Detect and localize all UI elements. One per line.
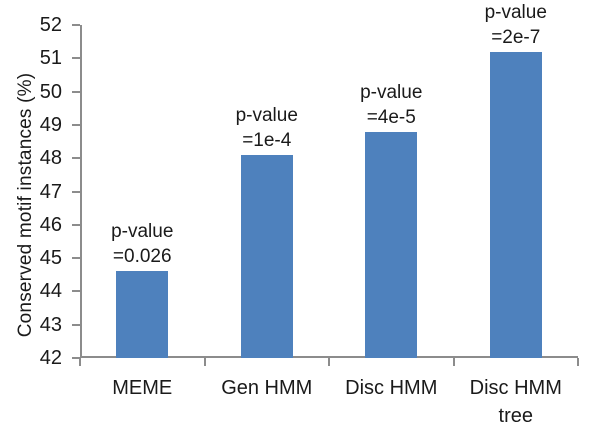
y-tick-mark <box>72 290 80 293</box>
y-tick-mark <box>72 24 80 26</box>
p-value-line2: =4e-5 <box>366 106 416 128</box>
p-value-line1: p-value <box>235 104 298 126</box>
y-tick-mark <box>72 157 80 160</box>
y-tick-label: 51 <box>39 47 62 70</box>
y-tick-label: 45 <box>39 247 62 270</box>
bar-disc-hmm-tree <box>489 51 542 358</box>
bar-gen-hmm <box>240 154 293 358</box>
y-tick-label: 43 <box>39 313 62 336</box>
p-value-line1: p-value <box>360 81 423 103</box>
p-value-annotation: p-value =4e-5 <box>311 80 471 130</box>
x-tick-mark <box>79 358 81 366</box>
p-value-annotation: p-value =2e-7 <box>436 0 596 50</box>
y-tick-mark <box>72 223 80 226</box>
y-tick-label: 42 <box>39 347 62 369</box>
y-tick-label: 50 <box>39 80 62 103</box>
p-value-annotation: p-value =0.026 <box>62 219 222 269</box>
x-category-label: Disc HMM tree <box>469 377 562 427</box>
y-tick-label: 52 <box>39 14 62 36</box>
y-tick-label: 46 <box>39 213 62 236</box>
p-value-line1: p-value <box>111 221 174 243</box>
p-value-line1: p-value <box>484 1 547 23</box>
x-tick-mark <box>452 358 455 366</box>
y-tick-mark <box>72 357 80 359</box>
x-category-label: MEME <box>112 377 173 399</box>
p-value-line2: =2e-7 <box>491 26 541 48</box>
y-tick-label: 49 <box>39 113 62 136</box>
y-tick-label: 47 <box>39 180 62 203</box>
p-value-line2: =1e-4 <box>242 129 292 151</box>
y-tick-mark <box>72 123 80 126</box>
bar-disc-hmm <box>365 131 418 358</box>
y-tick-label: 48 <box>39 147 62 170</box>
x-category-label: Disc HMM <box>345 377 438 399</box>
x-tick-mark <box>203 358 206 366</box>
y-tick-mark <box>72 190 80 193</box>
p-value-line2: =0.026 <box>112 246 172 268</box>
bar-meme <box>116 271 169 358</box>
x-tick-mark <box>577 358 579 366</box>
y-tick-mark <box>72 323 80 326</box>
x-category-label: Gen HMM <box>221 377 313 399</box>
y-tick-mark <box>72 90 80 93</box>
p-value-annotation: p-value =1e-4 <box>187 103 347 153</box>
y-tick-mark <box>72 257 80 260</box>
y-tick-label: 44 <box>39 280 62 303</box>
x-tick-mark <box>328 358 330 366</box>
y-tick-mark <box>72 57 80 60</box>
plot-area <box>80 25 578 358</box>
